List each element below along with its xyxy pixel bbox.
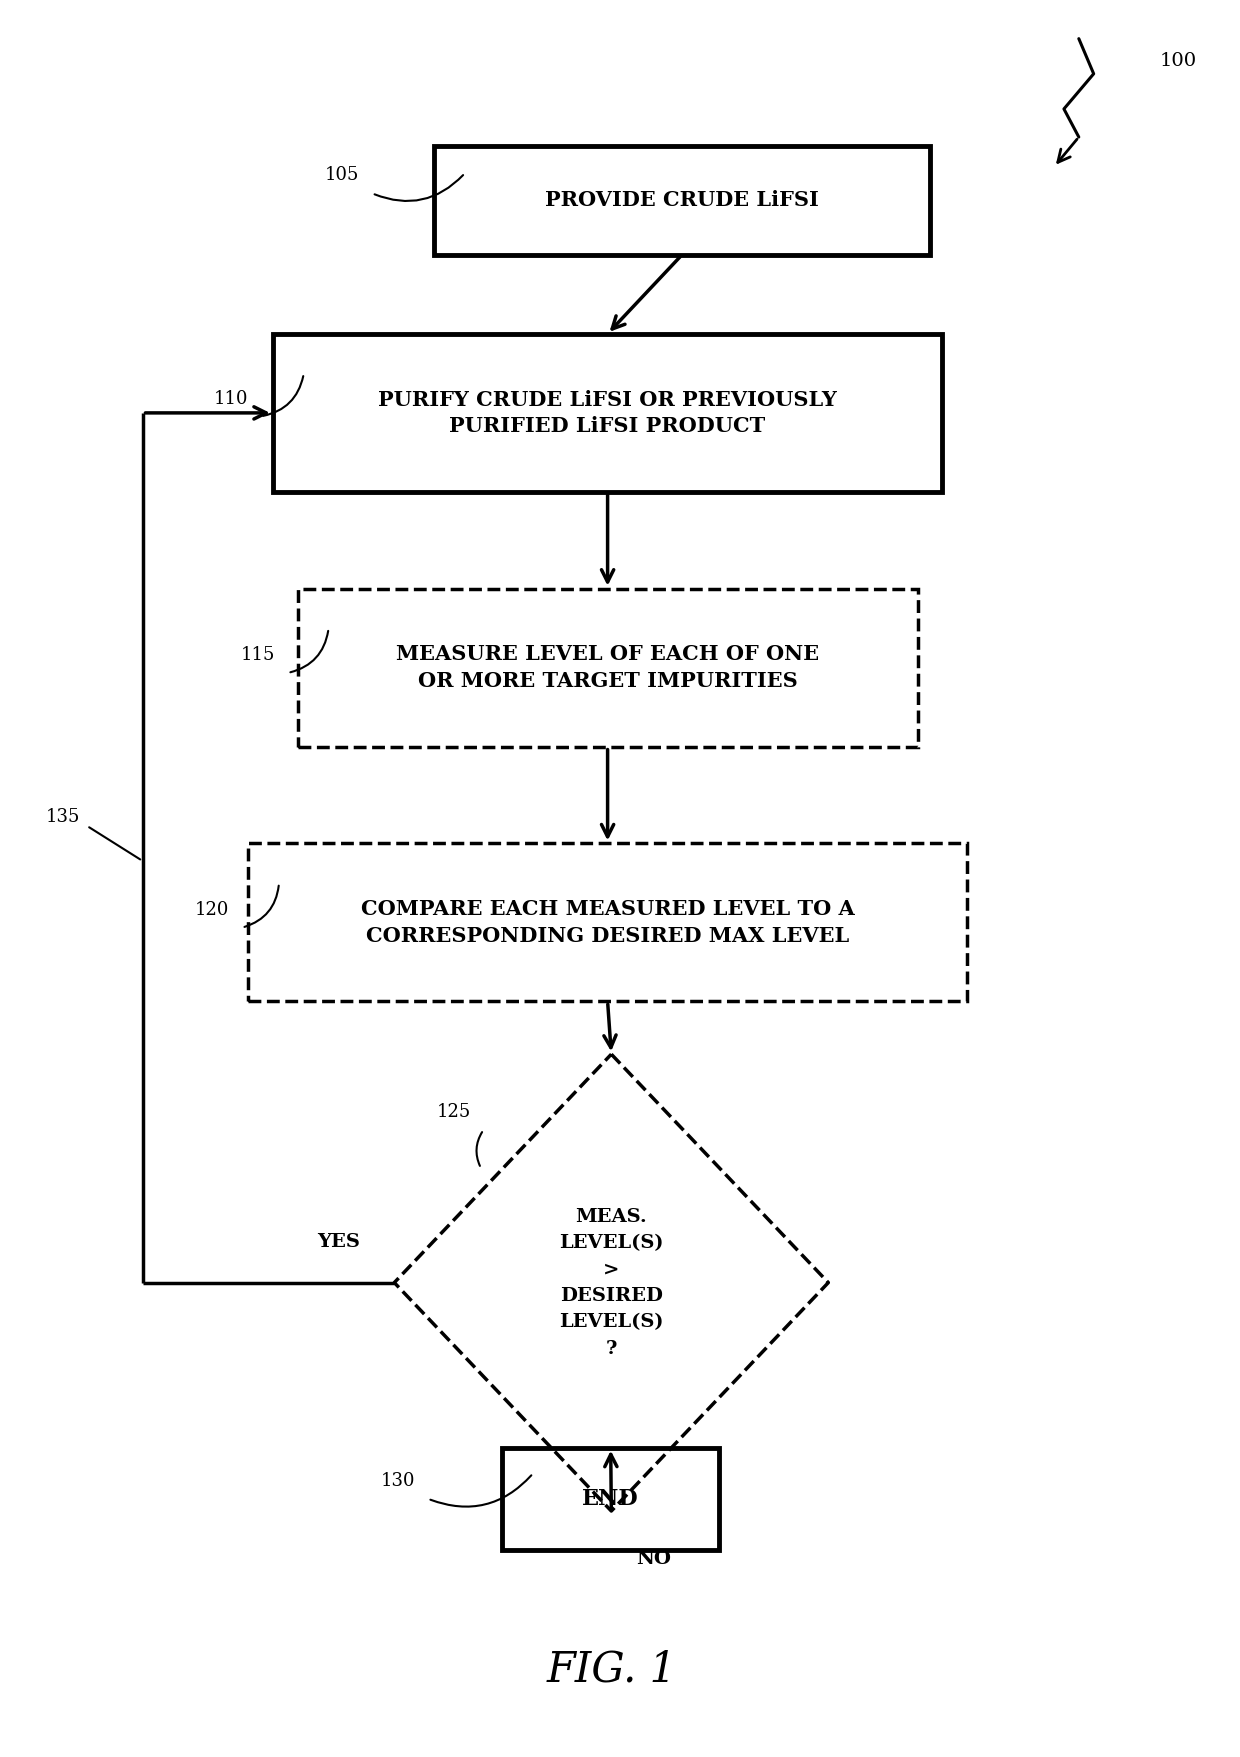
Text: PROVIDE CRUDE LiFSI: PROVIDE CRUDE LiFSI xyxy=(546,190,818,211)
Text: 115: 115 xyxy=(241,647,275,664)
Text: NO: NO xyxy=(636,1550,671,1567)
FancyBboxPatch shape xyxy=(434,146,930,255)
FancyBboxPatch shape xyxy=(502,1448,719,1550)
Text: MEAS.
LEVEL(S)
>
DESIRED
LEVEL(S)
?: MEAS. LEVEL(S) > DESIRED LEVEL(S) ? xyxy=(559,1207,663,1358)
Polygon shape xyxy=(394,1054,828,1511)
Text: 130: 130 xyxy=(381,1472,415,1490)
FancyBboxPatch shape xyxy=(248,843,967,1001)
FancyBboxPatch shape xyxy=(298,589,918,747)
Text: PURIFY CRUDE LiFSI OR PREVIOUSLY
PURIFIED LiFSI PRODUCT: PURIFY CRUDE LiFSI OR PREVIOUSLY PURIFIE… xyxy=(378,390,837,436)
Text: 100: 100 xyxy=(1159,53,1197,70)
Text: 120: 120 xyxy=(195,901,229,919)
Text: 105: 105 xyxy=(325,167,360,184)
Text: YES: YES xyxy=(317,1233,360,1251)
Text: 135: 135 xyxy=(46,808,81,826)
FancyBboxPatch shape xyxy=(273,334,942,492)
Text: 125: 125 xyxy=(436,1103,471,1121)
Text: COMPARE EACH MEASURED LEVEL TO A
CORRESPONDING DESIRED MAX LEVEL: COMPARE EACH MEASURED LEVEL TO A CORRESP… xyxy=(361,900,854,945)
Text: END: END xyxy=(583,1488,639,1509)
Text: 110: 110 xyxy=(213,390,248,408)
Text: MEASURE LEVEL OF EACH OF ONE
OR MORE TARGET IMPURITIES: MEASURE LEVEL OF EACH OF ONE OR MORE TAR… xyxy=(396,645,820,691)
Text: FIG. 1: FIG. 1 xyxy=(547,1648,676,1690)
